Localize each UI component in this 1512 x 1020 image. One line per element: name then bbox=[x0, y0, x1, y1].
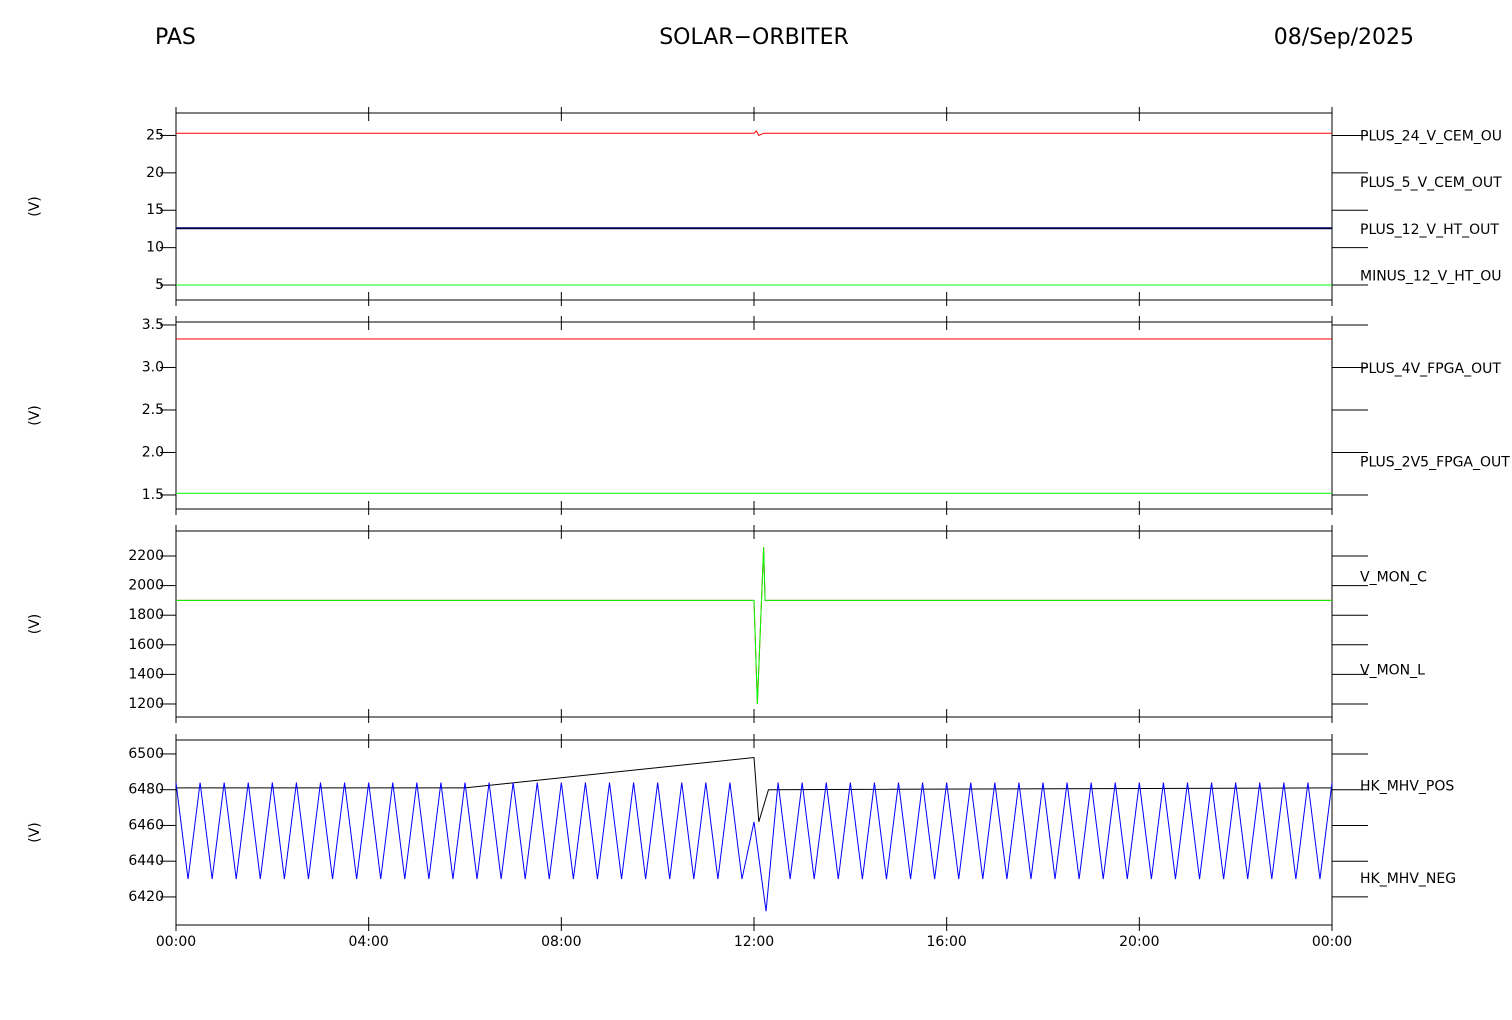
y-tick-label: 6420 bbox=[128, 889, 164, 905]
y-tick-label: 1600 bbox=[128, 637, 164, 653]
y-tick-label: 1.5 bbox=[142, 487, 164, 503]
series-line bbox=[176, 130, 1332, 137]
y-tick-label: 1400 bbox=[128, 666, 164, 682]
plot-frame bbox=[175, 739, 1333, 926]
y-tick-label: 1200 bbox=[128, 696, 164, 712]
legend-label: MINUS_12_V_HT_OU bbox=[1360, 269, 1502, 285]
y-tick-label: 3.5 bbox=[142, 317, 164, 333]
y-tick-label: 25 bbox=[146, 127, 164, 143]
y-tick-label: 5 bbox=[155, 277, 164, 293]
y-tick-label: 1800 bbox=[128, 607, 164, 623]
y-axis-label: (V) bbox=[27, 822, 43, 843]
y-tick-label: 2.0 bbox=[142, 444, 164, 460]
x-tick-label: 00:00 bbox=[156, 934, 196, 950]
y-tick-label: 3.0 bbox=[142, 359, 164, 375]
series-line bbox=[176, 547, 1332, 704]
legend-label: V_MON_C bbox=[1360, 570, 1427, 586]
legend-label: HK_MHV_NEG bbox=[1360, 871, 1456, 887]
legend-label: PLUS_2V5_FPGA_OUT bbox=[1360, 454, 1510, 470]
y-tick-label: 6440 bbox=[128, 853, 164, 869]
x-tick-label: 04:00 bbox=[348, 934, 388, 950]
x-tick-label: 00:00 bbox=[1312, 934, 1352, 950]
series-line bbox=[176, 756, 1333, 823]
y-axis-label: (V) bbox=[27, 405, 43, 426]
y-tick-label: 6460 bbox=[128, 817, 164, 833]
series-line bbox=[176, 547, 1332, 704]
legend-label: PLUS_12_V_HT_OUT bbox=[1360, 222, 1499, 238]
x-tick-label: 08:00 bbox=[541, 934, 581, 950]
legend-label: PLUS_4V_FPGA_OUT bbox=[1360, 361, 1501, 377]
legend-label: PLUS_5_V_CEM_OUT bbox=[1360, 175, 1502, 191]
y-tick-label: 10 bbox=[146, 240, 164, 256]
series-line bbox=[175, 782, 1333, 912]
y-tick-label: 20 bbox=[146, 165, 164, 181]
y-tick-label: 2.5 bbox=[142, 402, 164, 418]
legend-label: HK_MHV_POS bbox=[1360, 778, 1454, 794]
legend-label: PLUS_24_V_CEM_OU bbox=[1360, 128, 1502, 144]
y-tick-label: 15 bbox=[146, 202, 164, 218]
header-left: PAS bbox=[155, 25, 196, 50]
header-right: 08/Sep/2025 bbox=[1274, 25, 1414, 50]
y-tick-label: 2000 bbox=[128, 578, 164, 594]
legend-label: V_MON_L bbox=[1360, 663, 1425, 679]
y-tick-label: 2200 bbox=[128, 548, 164, 564]
plot-frame bbox=[175, 112, 1333, 301]
x-tick-label: 16:00 bbox=[926, 934, 966, 950]
y-axis-label: (V) bbox=[27, 614, 43, 635]
plot-frame bbox=[175, 530, 1333, 718]
plot-frame bbox=[175, 321, 1333, 510]
x-tick-label: 12:00 bbox=[734, 934, 774, 950]
y-tick-label: 6500 bbox=[128, 746, 164, 762]
header-center: SOLAR−ORBITER bbox=[659, 25, 849, 50]
y-tick-label: 6480 bbox=[128, 782, 164, 798]
y-axis-label: (V) bbox=[27, 196, 43, 217]
x-tick-label: 20:00 bbox=[1119, 934, 1159, 950]
